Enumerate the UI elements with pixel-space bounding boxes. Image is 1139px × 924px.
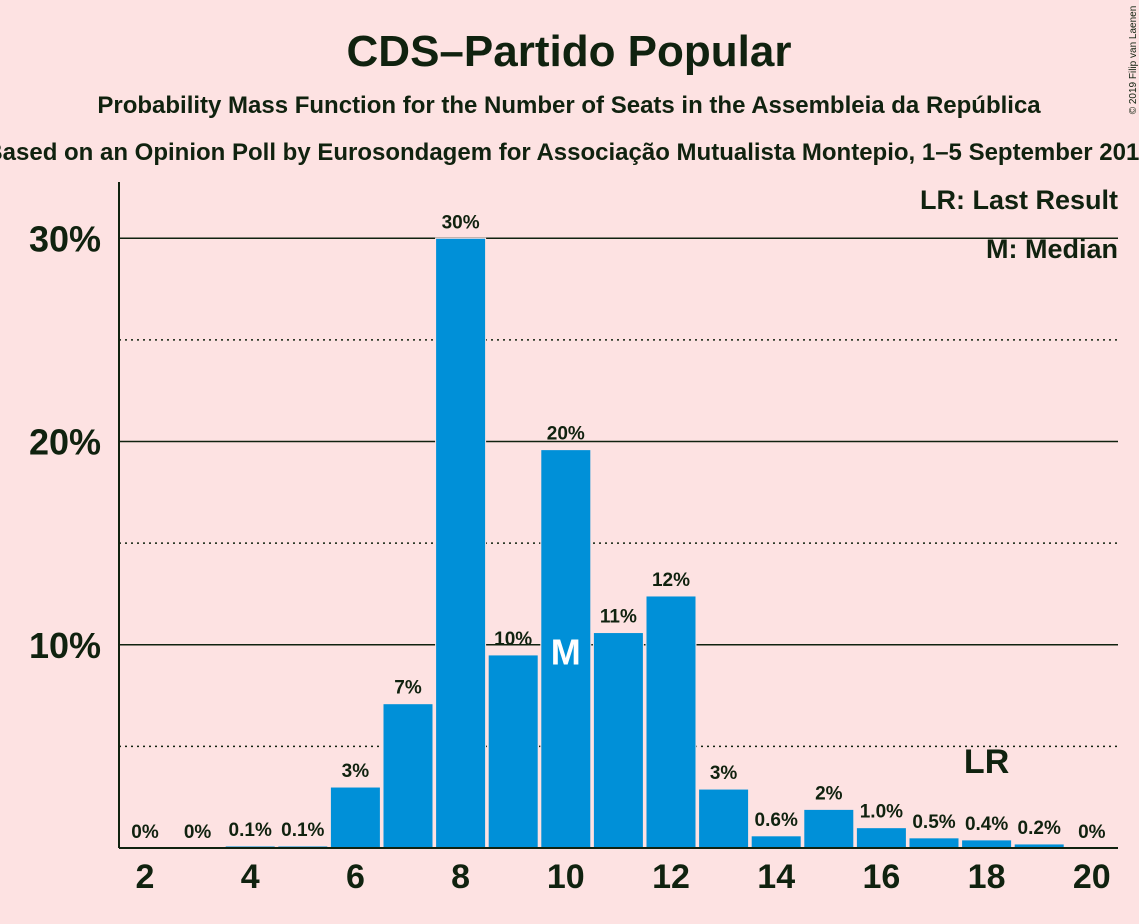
y-tick-label-bg — [22, 214, 106, 263]
y-tick-label-bg — [22, 620, 106, 669]
chart-subtitle: Probability Mass Function for the Number… — [97, 92, 1041, 119]
x-tick-label: 20 — [1073, 858, 1111, 896]
data-label-seats-2: 0% — [131, 822, 159, 843]
x-tick-label: 16 — [862, 858, 900, 896]
data-label-seats-5: 0.1% — [281, 820, 324, 841]
y-tick-label-bg — [22, 417, 106, 466]
chart-title: CDS–Partido Popular — [347, 27, 792, 76]
bar-seats-14 — [750, 835, 802, 849]
data-label-seats-9: 10% — [494, 629, 532, 650]
data-label-seats-8: 30% — [442, 212, 480, 233]
x-tick-label: 8 — [451, 858, 470, 896]
x-tick-label: 6 — [346, 858, 365, 896]
legend-median: M: Median — [986, 234, 1118, 264]
data-label-seats-4: 0.1% — [229, 820, 272, 841]
data-label-seats-11: 11% — [600, 607, 637, 628]
data-label-seats-3: 0% — [184, 822, 212, 843]
bar-seats-18 — [961, 839, 1013, 849]
bar-seats-12 — [645, 595, 697, 849]
data-label-seats-17: 0.5% — [912, 812, 955, 833]
data-label-seats-16: 1.0% — [860, 802, 903, 823]
x-tick-label: 12 — [652, 858, 690, 896]
bar-seats-11 — [592, 632, 644, 849]
bar-seats-16 — [855, 827, 907, 849]
y-axis-ticks: 10% 20% 30% — [22, 214, 106, 669]
chart-subtitle-poll: Based on an Opinion Poll by Eurosondagem… — [0, 139, 1139, 166]
bar-seats-8 — [435, 237, 487, 849]
x-tick-label: 14 — [757, 858, 795, 896]
bar-seats-15 — [803, 808, 855, 849]
y-tick-label: 10% — [29, 625, 101, 666]
x-axis-ticks: 2 4 6 8 10 12 14 16 18 20 — [136, 858, 1111, 896]
bar-seats-7 — [382, 703, 434, 849]
bar-seats-6 — [329, 786, 381, 849]
copyright-notice: © 2019 Filip van Laenen — [1128, 6, 1139, 115]
data-label-seats-19: 0.2% — [1018, 818, 1061, 839]
data-label-seats-10: 20% — [547, 424, 585, 445]
data-label-seats-6: 3% — [342, 761, 370, 782]
data-label-seats-20: 0% — [1078, 822, 1106, 843]
data-labels: 0% 0% 0.1% 0.1% 3% 7% 30% 10% 20% M 11% 12% 3% 0.6% 2%… — [131, 212, 1105, 843]
x-tick-label: 4 — [241, 858, 260, 896]
data-label-seats-15: 2% — [815, 783, 843, 804]
bar-seats-10 — [540, 449, 592, 849]
x-tick-label: 18 — [968, 858, 1006, 896]
data-label-seats-13: 3% — [710, 763, 738, 784]
legend-last-result: LR: Last Result — [920, 185, 1118, 215]
bars — [224, 237, 1065, 849]
data-label-seats-12: 12% — [652, 570, 690, 591]
x-tick-label: 2 — [136, 858, 155, 896]
axes — [118, 182, 1118, 849]
median-marker: M — [551, 632, 581, 673]
y-tick-label: 30% — [29, 218, 101, 259]
x-tick-label: 10 — [547, 858, 585, 896]
bar-seats-13 — [698, 788, 750, 849]
y-tick-label: 20% — [29, 422, 101, 463]
bar-seats-9 — [487, 654, 539, 849]
data-label-seats-7: 7% — [394, 678, 422, 699]
bar-seats-17 — [908, 837, 960, 849]
data-label-seats-18: 0.4% — [965, 814, 1008, 835]
data-label-seats-14: 0.6% — [755, 810, 798, 831]
last-result-marker: LR — [964, 743, 1009, 781]
